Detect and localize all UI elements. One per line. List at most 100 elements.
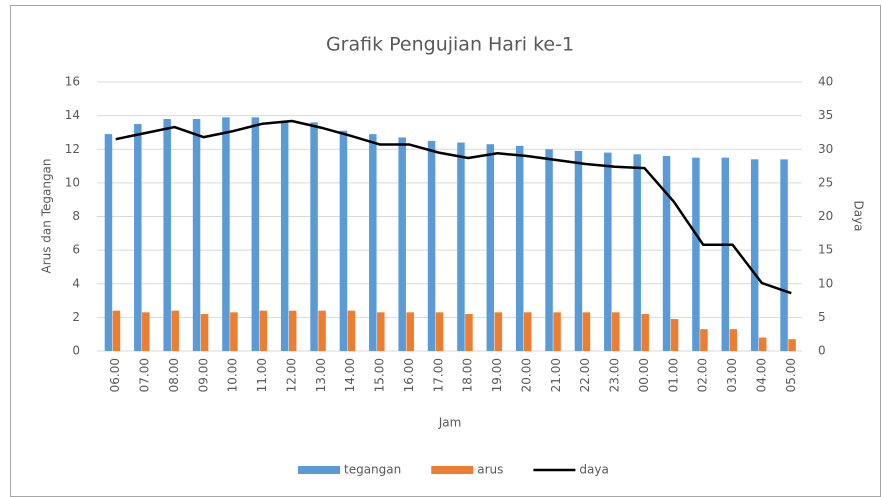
bar [112,310,121,351]
bar [780,159,788,351]
y2-tick-label: 20 [818,209,833,223]
bar [641,314,649,351]
bar [700,329,708,351]
y-tick-label: 16 [65,75,80,89]
x-tick-label: 08.00 [167,358,181,392]
bar [604,152,612,351]
bar [486,144,495,351]
bar [670,319,679,351]
bar [310,122,318,351]
bar [134,124,142,351]
x-tick-label: 01.00 [666,358,680,392]
bar [230,312,238,351]
y2-axis-title: Daya [852,200,866,231]
bar [171,310,179,351]
x-tick-label: 02.00 [696,358,710,392]
x-tick-label: 18.00 [461,358,475,392]
bar [515,145,524,351]
legend-label: arus [477,463,503,477]
bar [574,150,583,351]
x-tick-label: 21.00 [549,358,563,392]
x-tick-label: 16.00 [402,358,416,392]
bar [721,157,730,351]
x-tick-label: 14.00 [343,358,357,392]
bar [494,312,503,351]
bar [377,312,385,351]
x-tick-label: 23.00 [608,358,622,392]
bar [192,118,201,351]
bar [523,312,532,351]
bar [280,120,289,351]
y2-tick-label: 0 [818,344,826,358]
x-tick-label: 20.00 [519,358,533,392]
bar [465,314,473,351]
bar [427,140,436,351]
y2-tick-label: 25 [818,175,833,189]
bar [142,312,150,351]
bar [347,310,356,351]
x-tick-label: 19.00 [490,358,504,392]
legend-swatch [431,466,474,474]
bar [339,130,348,351]
x-tick-label: 06.00 [108,358,122,392]
y-tick-label: 4 [72,276,80,290]
bar [553,312,561,351]
bar [457,142,465,351]
y-tick-label: 8 [72,209,80,223]
line [115,119,792,295]
y2-tick-label: 10 [818,276,833,290]
x-tick-label: 10.00 [226,358,240,392]
bar [251,117,260,352]
x-tick-label: 05.00 [784,358,798,392]
bar [288,310,297,351]
chart-title: Grafik Pengujian Hari ke-1 [326,34,574,56]
legend-label: daya [579,463,608,477]
bar [545,149,553,351]
bar [163,118,171,351]
y-axis-title: Arus dan Tegangan [40,158,54,273]
x-tick-label: 22.00 [578,358,592,392]
x-tick-label: 13.00 [314,358,328,392]
y2-tick-label: 30 [818,142,833,156]
x-axis-title: Jam [438,416,462,430]
x-tick-label: 04.00 [754,358,768,392]
bar [612,312,620,351]
y-tick-label: 10 [65,175,80,189]
y2-tick-label: 15 [818,243,833,257]
x-tick-label: 12.00 [284,358,298,392]
legend-swatch [298,466,340,474]
bar [398,137,406,351]
bar [200,314,209,351]
bar [729,329,738,351]
y-tick-label: 0 [72,344,80,358]
x-tick-label: 17.00 [431,358,445,392]
bar [633,154,641,351]
bar [750,159,759,351]
x-tick-label: 11.00 [255,358,269,392]
y2-tick-label: 40 [818,75,833,89]
chart-frame [10,5,881,497]
y-tick-label: 14 [65,108,80,122]
bar [222,117,230,352]
bar [406,312,414,351]
x-tick-label: 03.00 [725,358,739,392]
bar [582,312,591,351]
x-tick-label: 07.00 [138,358,152,392]
bar [318,310,326,351]
y2-tick-label: 35 [818,108,833,122]
y-tick-label: 6 [72,243,80,257]
bar [104,134,113,351]
y-tick-label: 12 [65,142,80,156]
bar [692,157,700,351]
x-tick-label: 09.00 [196,358,210,392]
x-tick-label: 15.00 [373,358,387,392]
bar [758,337,767,351]
legend-label: tegangan [344,463,401,477]
bar [369,134,377,351]
bar [435,312,444,351]
y2-tick-label: 5 [818,310,826,324]
y-tick-label: 2 [72,310,80,324]
bar [788,339,796,351]
bar [662,155,671,351]
